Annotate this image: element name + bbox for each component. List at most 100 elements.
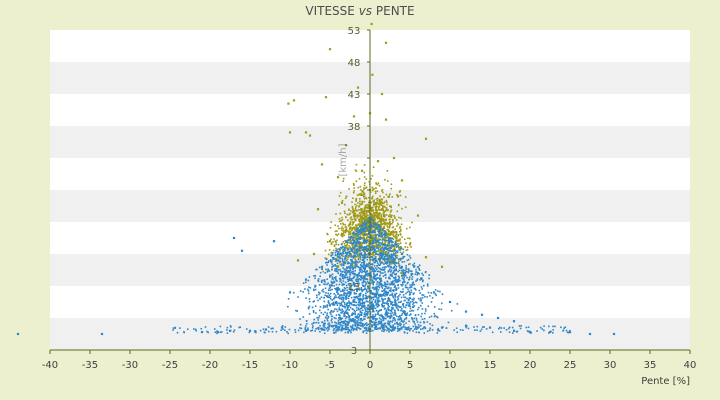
data-point [352, 240, 356, 243]
data-point [356, 214, 360, 217]
data-point [356, 86, 360, 89]
x-tick-label: -5 [325, 360, 335, 371]
data-point [200, 330, 204, 334]
y-tick-label: 38 [348, 122, 361, 133]
data-point [272, 240, 276, 243]
data-point [312, 252, 316, 256]
y-tick-label: 3 [351, 346, 357, 357]
data-point [360, 169, 364, 172]
data-point [384, 118, 388, 121]
data-point [370, 22, 373, 26]
data-point [480, 313, 484, 316]
series-0 [287, 22, 444, 275]
data-point [308, 134, 312, 137]
data-point [464, 324, 468, 327]
data-point [100, 332, 104, 336]
data-point [440, 326, 444, 329]
data-point [440, 265, 444, 268]
data-point [392, 328, 396, 331]
x-tick-label: 35 [644, 360, 657, 371]
x-tick-label: -20 [202, 360, 218, 371]
data-point [324, 96, 328, 99]
data-point [371, 73, 374, 76]
data-point [16, 332, 20, 336]
data-point [216, 330, 220, 334]
x-tick-label: -40 [42, 360, 58, 371]
data-point [320, 163, 324, 166]
data-point [588, 332, 592, 336]
data-point [228, 329, 232, 332]
data-point [232, 236, 236, 240]
y-tick-labels: 3 13 38 43 48 53 [348, 26, 361, 357]
x-tick-label: 40 [684, 360, 697, 371]
data-point [287, 102, 290, 105]
title-end: PENTE [376, 4, 415, 18]
x-tick-label: 25 [564, 360, 577, 371]
data-point [496, 316, 500, 320]
data-point [400, 272, 404, 275]
data-point [320, 328, 324, 331]
data-point [316, 208, 320, 211]
data-point [424, 256, 428, 259]
data-point [384, 41, 388, 44]
data-point [288, 131, 292, 134]
data-point [304, 131, 308, 134]
data-point [432, 291, 436, 294]
data-point [464, 310, 468, 313]
axes [49, 29, 691, 354]
y-tick-label: 43 [348, 90, 361, 101]
data-point [328, 240, 332, 243]
data-point [380, 208, 384, 211]
data-point [612, 332, 616, 336]
x-tick-label: 15 [484, 360, 497, 371]
data-point [380, 92, 384, 96]
data-point [388, 233, 392, 236]
data-point [240, 249, 244, 252]
data-point [512, 320, 516, 323]
data-point [416, 272, 420, 275]
data-point [296, 259, 300, 262]
data-point [512, 329, 516, 332]
data-point [288, 291, 292, 294]
data-point [424, 137, 428, 140]
data-point [336, 252, 340, 256]
data-point [568, 330, 572, 334]
data-point [292, 99, 296, 102]
data-point [416, 214, 420, 217]
x-tick-label: 30 [604, 360, 617, 371]
x-tick-label: -10 [282, 360, 298, 371]
data-point [348, 227, 352, 230]
data-point [304, 329, 308, 332]
data-point [408, 243, 412, 246]
x-tick-label: 0 [367, 360, 373, 371]
data-point [344, 326, 348, 329]
data-point [400, 179, 404, 182]
data-points [16, 22, 616, 336]
data-point [448, 300, 452, 304]
y-tick-label: 13 [348, 282, 361, 293]
data-point [328, 48, 332, 51]
x-axis-label: Pente [%] [641, 376, 690, 387]
series-1 [16, 220, 616, 336]
data-point [376, 160, 380, 163]
data-point [352, 115, 356, 118]
title-main: VITESSE [305, 4, 354, 18]
data-point [264, 328, 268, 331]
y-tick-label: 48 [348, 58, 361, 69]
data-point [344, 144, 348, 147]
x-tick-label: 5 [407, 360, 413, 371]
y-axis-label: [km/h] [338, 143, 349, 176]
x-tick-labels: -40 -35 -30 -25 -20 -15 -10 -5 0 5 10 15 20 25 30 35 40 [42, 360, 697, 371]
chart-title: VITESSE vs PENTE [305, 4, 414, 18]
data-point [248, 329, 252, 332]
x-tick-label: -30 [122, 360, 138, 371]
data-point [396, 195, 400, 198]
x-tick-label: -15 [242, 360, 258, 371]
data-point [548, 330, 552, 334]
y-tick-label: 53 [348, 26, 361, 37]
data-point [400, 252, 404, 256]
data-point [280, 326, 284, 329]
x-tick-label: 10 [444, 360, 457, 371]
